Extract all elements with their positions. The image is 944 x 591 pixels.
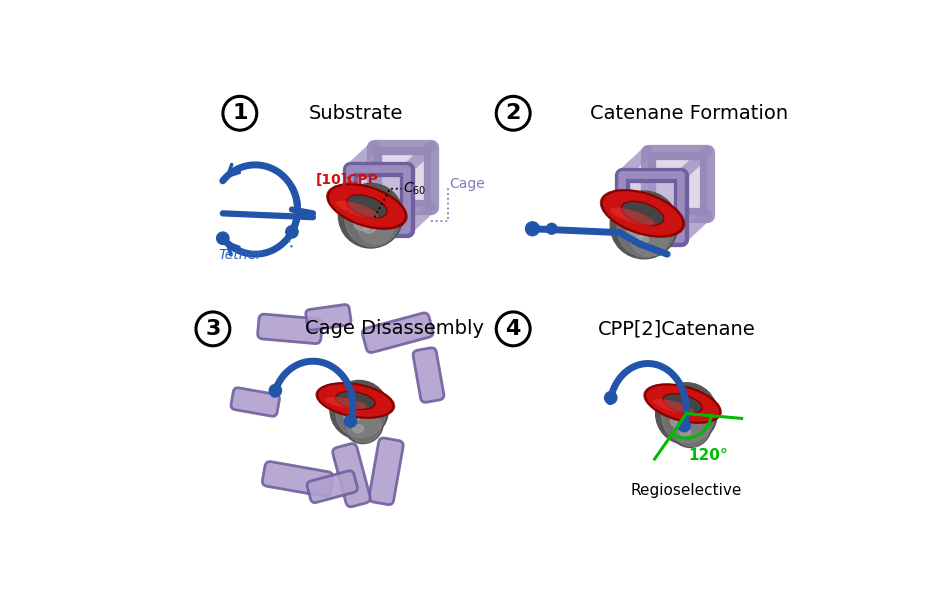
Circle shape — [525, 222, 539, 236]
Ellipse shape — [315, 382, 395, 418]
Ellipse shape — [669, 415, 686, 427]
Ellipse shape — [621, 202, 663, 225]
Ellipse shape — [635, 235, 648, 245]
FancyBboxPatch shape — [413, 348, 444, 402]
Circle shape — [610, 191, 677, 259]
FancyBboxPatch shape — [230, 388, 279, 416]
Ellipse shape — [599, 189, 684, 238]
Circle shape — [673, 411, 708, 446]
Circle shape — [655, 383, 716, 444]
Ellipse shape — [335, 391, 375, 410]
Circle shape — [677, 420, 689, 431]
Circle shape — [546, 223, 556, 234]
Circle shape — [345, 191, 399, 246]
Ellipse shape — [663, 394, 701, 414]
Text: Regioselective: Regioselective — [630, 483, 741, 498]
Ellipse shape — [317, 383, 393, 418]
Ellipse shape — [353, 217, 371, 230]
Polygon shape — [647, 151, 706, 215]
Circle shape — [285, 226, 297, 238]
Text: Substrate: Substrate — [309, 104, 403, 123]
Text: CPP[2]Catenane: CPP[2]Catenane — [598, 319, 755, 339]
Ellipse shape — [336, 201, 378, 218]
FancyBboxPatch shape — [369, 438, 403, 505]
Polygon shape — [621, 176, 681, 239]
Text: 4: 4 — [505, 319, 520, 339]
Text: 3: 3 — [205, 319, 220, 339]
Circle shape — [624, 211, 670, 257]
Ellipse shape — [344, 411, 360, 423]
Circle shape — [668, 406, 710, 447]
Ellipse shape — [652, 399, 693, 414]
Circle shape — [216, 232, 228, 245]
Text: 1: 1 — [232, 103, 247, 124]
Text: Tether: Tether — [218, 248, 261, 262]
Text: 2: 2 — [505, 103, 520, 124]
Circle shape — [343, 404, 382, 444]
Text: Catenane Formation: Catenane Formation — [590, 104, 787, 123]
Ellipse shape — [679, 428, 690, 436]
Circle shape — [353, 202, 396, 245]
Ellipse shape — [626, 226, 644, 240]
Circle shape — [629, 217, 668, 256]
Circle shape — [616, 200, 674, 257]
FancyBboxPatch shape — [258, 314, 322, 343]
Circle shape — [346, 408, 380, 443]
Polygon shape — [374, 147, 430, 207]
FancyBboxPatch shape — [362, 313, 432, 353]
Text: Cage Disassembly: Cage Disassembly — [305, 319, 483, 339]
Ellipse shape — [362, 225, 375, 233]
FancyBboxPatch shape — [307, 471, 357, 503]
Text: $C_{60}$: $C_{60}$ — [403, 180, 426, 197]
Polygon shape — [350, 169, 406, 230]
Text: [10]CPP: [10]CPP — [316, 173, 379, 187]
Circle shape — [661, 391, 714, 443]
Circle shape — [338, 183, 403, 248]
Circle shape — [329, 381, 388, 439]
Ellipse shape — [325, 397, 366, 409]
Ellipse shape — [346, 195, 387, 218]
FancyBboxPatch shape — [332, 444, 370, 507]
Circle shape — [269, 384, 281, 397]
Text: 120°: 120° — [687, 449, 727, 463]
Text: Cage: Cage — [448, 177, 484, 191]
Ellipse shape — [326, 183, 407, 230]
Ellipse shape — [352, 424, 363, 433]
FancyBboxPatch shape — [262, 462, 332, 496]
FancyBboxPatch shape — [306, 304, 350, 330]
Ellipse shape — [643, 384, 721, 424]
Ellipse shape — [645, 384, 719, 423]
Circle shape — [335, 388, 385, 437]
Ellipse shape — [601, 190, 683, 236]
Circle shape — [345, 415, 357, 427]
Circle shape — [604, 392, 616, 404]
Ellipse shape — [610, 207, 654, 226]
Circle shape — [357, 207, 394, 244]
Ellipse shape — [328, 184, 405, 229]
